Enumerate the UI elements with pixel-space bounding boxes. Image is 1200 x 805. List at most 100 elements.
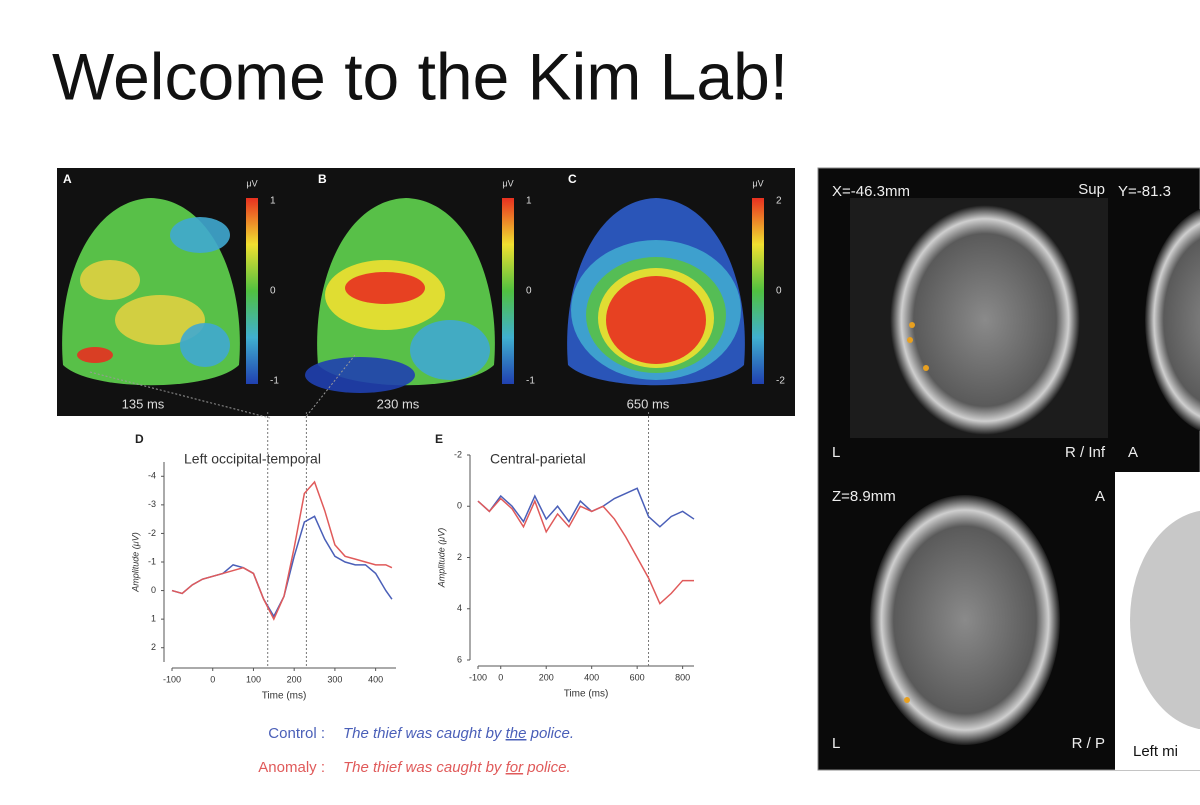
activation bbox=[909, 322, 915, 328]
example-sentence: The thief was caught by for police. bbox=[343, 759, 571, 776]
sentence-part: police. bbox=[523, 759, 571, 776]
sentence-part: The thief was caught by bbox=[343, 759, 506, 776]
y-tick-label: 2 bbox=[151, 642, 156, 652]
colorbar-label: -2 bbox=[776, 376, 785, 387]
colorbar-label: -1 bbox=[270, 376, 279, 387]
time-label: 230 ms bbox=[377, 396, 420, 411]
x-tick-label: 800 bbox=[675, 672, 690, 682]
scalp-region bbox=[410, 320, 490, 380]
condition-label: Anomaly : bbox=[258, 759, 325, 776]
series-line bbox=[477, 497, 694, 605]
colorbar-label: 2 bbox=[776, 196, 782, 207]
colorbar-unit: μV bbox=[502, 178, 513, 188]
brain-axial bbox=[870, 495, 1060, 745]
colorbar bbox=[502, 198, 514, 384]
x-axis-label: Time (ms) bbox=[564, 689, 609, 700]
y-tick-label: 2 bbox=[457, 552, 462, 562]
brain-render bbox=[1130, 510, 1200, 730]
x-axis-label: Time (ms) bbox=[262, 691, 307, 702]
x-tick-label: 100 bbox=[246, 674, 261, 684]
x-tick-label: 400 bbox=[584, 672, 599, 682]
activation bbox=[923, 365, 929, 371]
example-sentence: The thief was caught by the police. bbox=[343, 725, 574, 742]
colorbar-unit: μV bbox=[752, 178, 763, 188]
y-tick-label: -2 bbox=[454, 449, 462, 459]
mri-label: X=-46.3mm bbox=[832, 183, 910, 200]
colorbar bbox=[246, 198, 258, 384]
sentence-part: The thief was caught by bbox=[343, 725, 506, 742]
connector bbox=[304, 354, 356, 419]
y-axis-label: Amplitude (μV) bbox=[130, 532, 140, 592]
colorbar-label: 1 bbox=[526, 196, 532, 207]
sentence-part: for bbox=[506, 759, 525, 776]
y-tick-label: 4 bbox=[457, 603, 462, 613]
x-tick-label: -100 bbox=[163, 674, 181, 684]
colorbar-label: 0 bbox=[776, 286, 782, 297]
chart-title: Left occipital-temporal bbox=[184, 451, 321, 467]
x-tick-label: 0 bbox=[498, 672, 503, 682]
colorbar bbox=[752, 198, 764, 384]
mri-label: L bbox=[832, 735, 840, 752]
y-tick-label: 6 bbox=[457, 654, 462, 664]
x-tick-label: 600 bbox=[630, 672, 645, 682]
mri-label: R / P bbox=[1072, 735, 1105, 752]
time-label: 135 ms bbox=[122, 396, 165, 411]
x-tick-label: 200 bbox=[539, 672, 554, 682]
sentence-part: police. bbox=[526, 725, 574, 742]
series-line bbox=[477, 487, 695, 528]
render-caption: Left mi bbox=[1133, 743, 1178, 760]
page-title: Welcome to the Kim Lab! bbox=[52, 39, 788, 113]
sentence-part: the bbox=[506, 725, 527, 742]
panel-letter: A bbox=[63, 172, 72, 186]
activation bbox=[904, 697, 910, 703]
colorbar-label: -1 bbox=[526, 376, 535, 387]
x-tick-label: -100 bbox=[469, 672, 487, 682]
mri-label: A bbox=[1128, 444, 1138, 461]
scalp-region bbox=[345, 272, 425, 304]
y-tick-label: -4 bbox=[148, 471, 156, 481]
scalp-region bbox=[170, 217, 230, 253]
mri-label: L bbox=[832, 444, 840, 461]
panel-letter: C bbox=[568, 172, 577, 186]
y-tick-label: -3 bbox=[148, 499, 156, 509]
scalp-region bbox=[180, 323, 230, 367]
panel-letter: E bbox=[435, 432, 443, 446]
chart-title: Central-parietal bbox=[490, 451, 586, 467]
time-label: 650 ms bbox=[627, 396, 670, 411]
series-line bbox=[171, 480, 393, 621]
x-tick-label: 300 bbox=[327, 674, 342, 684]
condition-label: Control : bbox=[268, 725, 325, 742]
scalp-region bbox=[305, 357, 415, 393]
mri-label: Sup bbox=[1078, 181, 1105, 198]
colorbar-unit: μV bbox=[246, 178, 257, 188]
mri-label: Y=-81.3 bbox=[1118, 183, 1171, 200]
y-tick-label: 1 bbox=[151, 614, 156, 624]
y-tick-label: 0 bbox=[457, 501, 462, 511]
brain-sagittal bbox=[1145, 209, 1200, 431]
brain-coronal bbox=[890, 205, 1080, 435]
colorbar-label: 0 bbox=[526, 286, 532, 297]
y-tick-label: -2 bbox=[148, 528, 156, 538]
mri-label: R / Inf bbox=[1065, 444, 1106, 461]
activation bbox=[907, 337, 913, 343]
scalp-region bbox=[115, 295, 205, 345]
mri-label: A bbox=[1095, 488, 1105, 505]
panel-letter: B bbox=[318, 172, 327, 186]
y-tick-label: -1 bbox=[148, 556, 156, 566]
panel-letter: D bbox=[135, 432, 144, 446]
x-tick-label: 200 bbox=[287, 674, 302, 684]
scalp-region bbox=[77, 347, 113, 363]
x-tick-label: 400 bbox=[368, 674, 383, 684]
scalp-region bbox=[606, 276, 706, 364]
scalp-region bbox=[80, 260, 140, 300]
connector bbox=[89, 371, 271, 419]
colorbar-label: 1 bbox=[270, 196, 276, 207]
colorbar-label: 0 bbox=[270, 286, 276, 297]
x-tick-label: 0 bbox=[210, 674, 215, 684]
y-tick-label: 0 bbox=[151, 585, 156, 595]
mri-label: Z=8.9mm bbox=[832, 488, 896, 505]
y-axis-label: Amplitude (μV) bbox=[436, 528, 446, 588]
